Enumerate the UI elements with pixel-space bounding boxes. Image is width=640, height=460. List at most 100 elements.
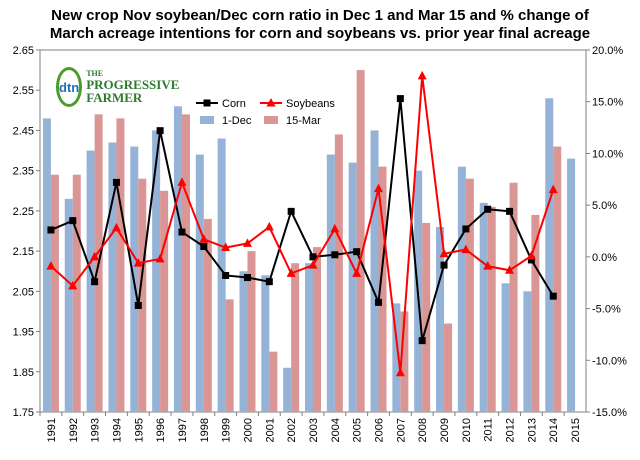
x-tick-label-2008: 2008	[417, 418, 429, 442]
bar-1-dec-2009	[436, 226, 445, 412]
logo-line3: FARMER	[86, 90, 143, 105]
corn-point-1998	[200, 243, 208, 251]
soybeans-point-2010	[461, 244, 471, 254]
soybeans-point-1996	[155, 253, 165, 263]
soybeans-point-2011	[483, 261, 493, 270]
corn-point-1997	[178, 228, 186, 236]
corn-point-1995	[134, 301, 142, 309]
bar-1-dec-1998	[195, 154, 204, 413]
x-tick-label-2000: 2000	[242, 418, 254, 442]
bar-1-dec-2011	[479, 202, 488, 412]
corn-point-2011	[484, 205, 492, 213]
right-tick-label: 5.0%	[592, 200, 617, 212]
corn-point-2003	[309, 253, 317, 261]
x-tick-label-1993: 1993	[90, 418, 102, 442]
right-tick-label: -10.0%	[592, 355, 627, 367]
right-tick-label: -5.0%	[592, 304, 621, 316]
chart-title-line2: March acreage intentions for corn and so…	[50, 25, 590, 42]
x-tick-label-2003: 2003	[308, 418, 320, 442]
corn-point-2014	[549, 292, 557, 300]
bar-15-mar-2009	[444, 323, 453, 412]
bar-1-dec-1992	[64, 198, 73, 412]
x-tick-label-2011: 2011	[483, 418, 495, 442]
dtn-logo-icon: dtn	[56, 67, 83, 107]
corn-point-1996	[156, 127, 164, 135]
left-tick-label: 2.55	[13, 85, 34, 97]
bar-1-dec-2013	[523, 291, 532, 412]
left-tick-label: 2.05	[13, 286, 34, 298]
bar-1-dec-2004	[326, 154, 335, 413]
bar-1-dec-2002	[283, 367, 292, 412]
bar-15-mar-1992	[72, 174, 81, 412]
bar-15-mar-1998	[203, 218, 212, 412]
left-tick-label: 1.95	[13, 327, 34, 339]
x-tick-label-2010: 2010	[461, 418, 473, 442]
right-tick-label: 10.0%	[592, 148, 623, 160]
logo-line1: THE	[86, 69, 104, 78]
bar-15-mar-1995	[138, 178, 147, 412]
bar-1-dec-2014	[545, 98, 554, 413]
x-tick-label-2005: 2005	[352, 418, 364, 442]
soybeans-point-2003	[308, 260, 318, 269]
corn-point-2008	[418, 337, 426, 345]
soybeans-point-2004	[330, 223, 340, 233]
left-tick-label: 1.75	[13, 407, 34, 419]
left-tick-label: 2.35	[13, 166, 34, 178]
soybeans-point-2012	[505, 265, 515, 274]
corn-line	[50, 98, 555, 341]
left-tick-label: 2.15	[13, 246, 34, 258]
bar-1-dec-1991	[42, 118, 51, 412]
x-tick-label-1999: 1999	[221, 418, 233, 442]
legend-1dec-swatch	[200, 116, 214, 124]
legend-15mar-label: 15-Mar	[286, 115, 321, 127]
bar-1-dec-2003	[305, 263, 313, 412]
corn-point-2010	[462, 225, 470, 233]
soybeans-point-2007	[395, 367, 405, 377]
x-tick-label-2013: 2013	[526, 418, 538, 442]
corn-point-2009	[440, 261, 448, 269]
bar-15-mar-2013	[531, 214, 540, 412]
soybeans-point-2005	[352, 268, 362, 277]
legend-15mar-swatch	[264, 116, 278, 124]
bar-1-dec-1993	[86, 150, 95, 413]
soybeans-point-2014	[548, 184, 558, 194]
soybeans-point-2006	[374, 183, 384, 193]
legend-1dec-label: 1-Dec	[222, 115, 252, 127]
chart-title-line1: New crop Nov soybean/Dec corn ratio in D…	[51, 7, 590, 24]
bar-15-mar-1999	[225, 299, 234, 412]
bar-15-mar-2014	[553, 146, 562, 413]
legend-soybeans-marker	[266, 98, 276, 107]
bar-1-dec-2000	[239, 271, 248, 412]
x-tick-label-1994: 1994	[111, 418, 123, 442]
corn-point-2005	[353, 248, 361, 256]
x-tick-label-2009: 2009	[439, 418, 451, 442]
bar-15-mar-2001	[269, 351, 278, 412]
bar-15-mar-2004	[334, 134, 343, 412]
bar-15-mar-2010	[465, 178, 474, 412]
soybeans-point-1991	[46, 261, 56, 270]
bar-1-dec-1997	[173, 106, 182, 413]
x-tick-label-2014: 2014	[548, 418, 560, 442]
bar-1-dec-1994	[108, 142, 117, 412]
soybeans-point-1998	[199, 234, 209, 243]
soybeans-point-1993	[90, 251, 100, 261]
corn-point-1994	[112, 178, 120, 186]
x-tick-label-2012: 2012	[505, 418, 517, 442]
bar-15-mar-1994	[116, 118, 125, 412]
soybeans-point-2008	[417, 70, 427, 80]
bar-1-dec-2010	[457, 166, 466, 412]
right-tick-label: 0.0%	[592, 252, 617, 264]
bar-15-mar-1996	[160, 190, 169, 412]
bar-15-mar-2000	[247, 251, 256, 412]
soybeans-point-2000	[242, 238, 252, 247]
bar-1-dec-2015	[567, 158, 576, 412]
corn-point-1999	[222, 271, 230, 279]
left-tick-label: 2.65	[13, 45, 34, 57]
x-tick-label-2007: 2007	[395, 418, 407, 442]
corn-point-1992	[69, 217, 77, 225]
x-tick-label-1998: 1998	[199, 418, 211, 442]
soybeans-point-2009	[439, 248, 449, 258]
dtn-progressive-farmer-logo: dtn THE PROGRESSIVE FARMER	[56, 64, 179, 110]
